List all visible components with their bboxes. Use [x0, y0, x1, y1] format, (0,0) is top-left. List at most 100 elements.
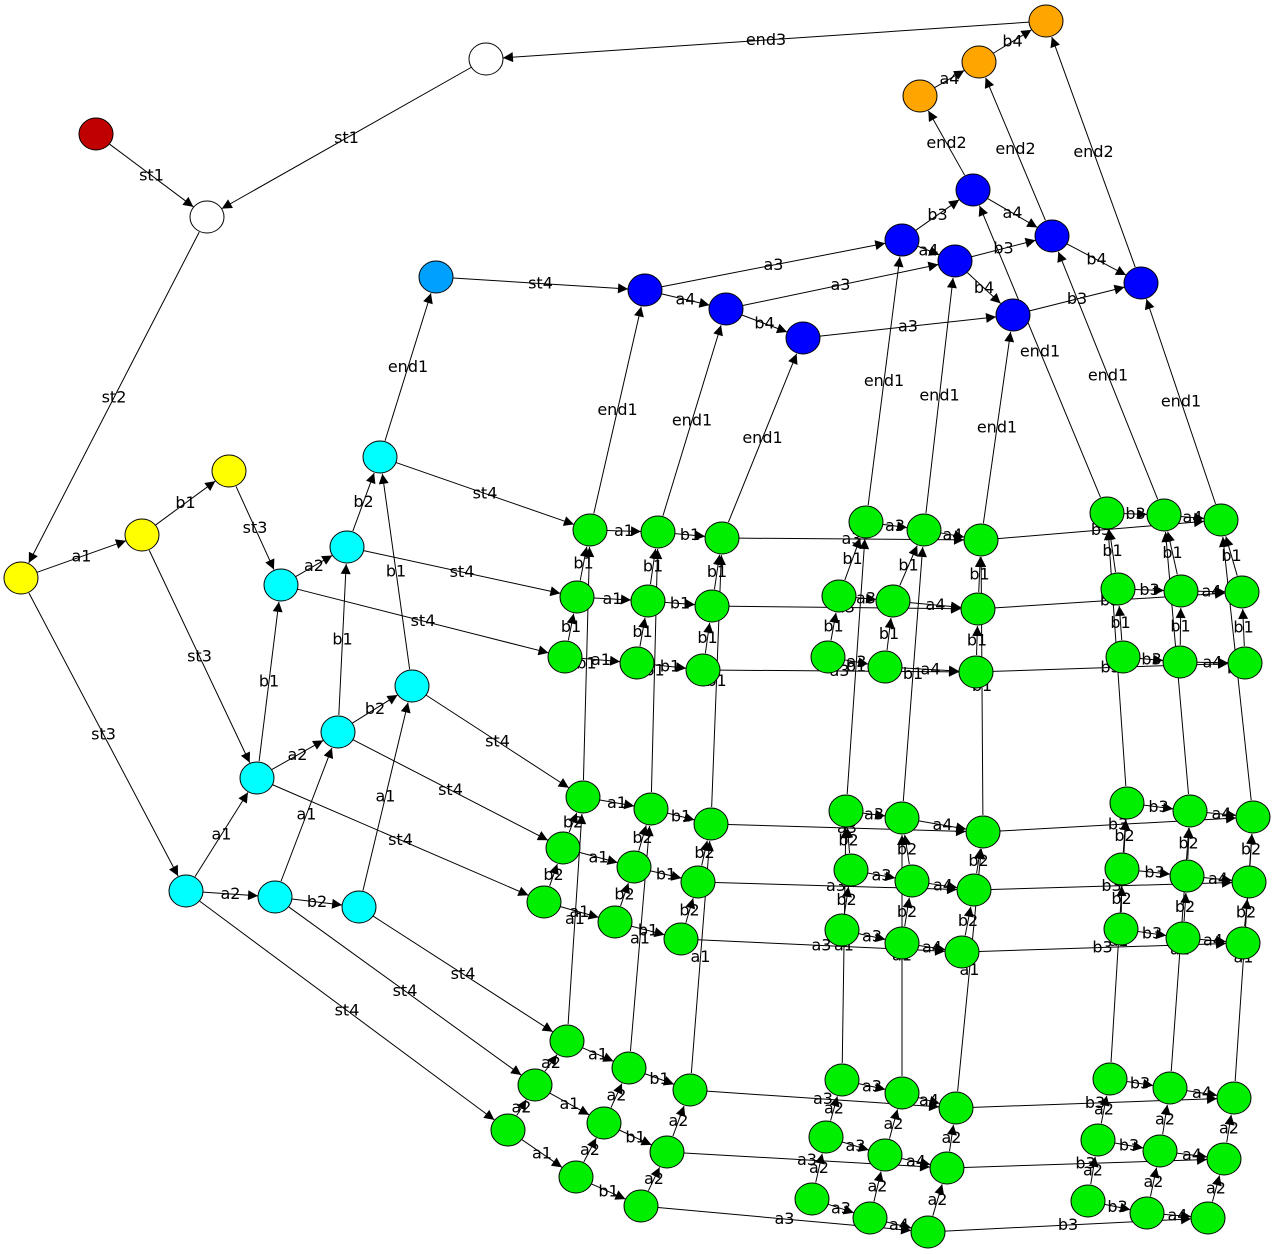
state-node-g51 [944, 935, 980, 969]
lattice-edge-label: a1 [589, 848, 609, 867]
lattice-edge-label: b1 [1170, 617, 1190, 636]
main-edge-b2-b3 [741, 314, 788, 334]
main-edge-label: b4 [1086, 250, 1106, 269]
state-node-g12 [694, 589, 730, 623]
lattice-edge-label: b3 [1139, 580, 1159, 599]
lattice-edge-label: a2 [928, 1190, 948, 1209]
lattice-edge-g61-g62 [1126, 1079, 1154, 1089]
lattice-edge-label: b2 [1114, 826, 1134, 845]
state-node-g75 [623, 1189, 659, 1223]
main-edge-label: end2 [1073, 142, 1113, 161]
state-node-b4 [884, 223, 920, 257]
lattice-edge-g7-g8 [1123, 509, 1148, 520]
lattice-edge-g29-g30 [667, 812, 695, 823]
state-node-g40 [833, 853, 869, 887]
lattice-edge-label: a4 [919, 1091, 939, 1110]
state-node-g69 [929, 1151, 965, 1185]
lattice-edge-g52-g53 [1137, 929, 1167, 940]
lattice-edge-label: b3 [1075, 1154, 1095, 1173]
state-node-g64 [517, 1068, 553, 1102]
main-edge-label: a4 [1003, 203, 1023, 222]
lattice-edge-label: b1 [660, 657, 680, 676]
lattice-edge-label: b2 [679, 901, 699, 920]
lattice-edge-label: b3 [1144, 863, 1164, 882]
lattice-edge-label: b1 [680, 525, 700, 544]
lattice-edge-label: a2 [1206, 1179, 1226, 1198]
lattice-edge-g80-g81 [1163, 1210, 1192, 1221]
lattice-edge-g13-g4 [844, 537, 862, 581]
state-node-g67 [808, 1120, 844, 1154]
main-edge-b9-o3 [1050, 36, 1136, 268]
state-node-g13 [821, 579, 857, 613]
lattice-edge-label: a4 [921, 660, 941, 679]
lattice-edge-g13-g14 [855, 593, 877, 604]
main-edge-o3-w2 [502, 21, 1030, 63]
lattice-edge-g1-g2 [606, 526, 642, 537]
state-node-g20 [619, 646, 655, 680]
main-edge-c4-g46 [272, 784, 529, 896]
main-edge-label: b3 [1067, 289, 1087, 308]
main-edge-label: a4 [919, 241, 939, 260]
lattice-edge-g53-g54 [1199, 935, 1227, 946]
state-node-g59 [884, 1076, 920, 1110]
state-node-g41 [894, 864, 930, 898]
lattice-edge-g64-g65 [549, 1092, 590, 1116]
lattice-edge-label: b1 [697, 628, 717, 647]
state-node-g3 [704, 521, 740, 555]
main-edge-g9-b9 [1144, 298, 1217, 505]
main-edge-c7-g73 [199, 900, 495, 1121]
lattice-edge-label: a2 [1083, 1161, 1103, 1180]
main-edge-b3-b7 [819, 312, 997, 337]
main-edge-label: a3 [764, 255, 784, 274]
lattice-edge-label: b2 [1175, 897, 1195, 916]
lattice-edge-g71-g62 [1160, 1104, 1171, 1135]
main-edge-label: end1 [597, 400, 637, 419]
state-node-g4 [848, 505, 884, 539]
lattice-edge-label: b2 [563, 813, 583, 832]
main-edge-b4-b6 [915, 199, 960, 231]
state-node-b3 [785, 321, 821, 355]
main-edge-label: b1 [175, 493, 195, 512]
main-edge-start-w1 [109, 143, 194, 208]
lattice-edge-label: a2 [1155, 1110, 1175, 1129]
main-edge-c6-c1 [378, 473, 411, 670]
state-node-g31 [828, 794, 864, 828]
lattice-edge-label: a2 [868, 1177, 888, 1196]
state-node-g50 [884, 926, 920, 960]
lattice-edge-label: b3 [1142, 924, 1162, 943]
state-node-b8 [1034, 219, 1070, 253]
lattice-edge-g14-g5 [899, 545, 918, 586]
lattice-edge-label: b1 [898, 556, 918, 575]
state-node-g76 [794, 1182, 830, 1216]
main-edge-w1-y1 [28, 231, 200, 564]
main-edge-label: st2 [102, 388, 127, 407]
lattice-edge-g23-g14 [884, 617, 895, 651]
lattice-edge-g34-g35 [1143, 802, 1174, 813]
lattice-edge-label: a2 [512, 1098, 532, 1117]
lattice-edge-g66-g57 [672, 1105, 686, 1137]
lattice-edge-g77-g78 [886, 1220, 912, 1231]
lattice-edge-label: b2 [632, 828, 652, 847]
main-edge-g7-b6 [978, 205, 1101, 498]
state-node-start [78, 117, 114, 151]
lattice-edge-label: b3 [1130, 1074, 1150, 1093]
state-node-g25 [1105, 640, 1141, 674]
state-node-g32 [884, 801, 920, 835]
state-node-o1 [902, 79, 938, 113]
lattice-edge-label: b2 [1241, 840, 1261, 859]
state-node-g36 [1235, 800, 1271, 834]
lattice-edge-g32-g5 [902, 546, 927, 802]
lattice-edge-label: a1 [570, 902, 590, 921]
main-edge-g1-b1 [593, 306, 644, 514]
main-edge-g2-b2 [662, 325, 723, 516]
main-edge-label: end2 [995, 139, 1035, 158]
main-edge-label: end1 [1020, 342, 1060, 361]
lattice-edge-label: b2 [1111, 889, 1131, 908]
main-edge-c3-c1 [352, 472, 376, 532]
lattice-edge-label: a4 [1192, 1083, 1212, 1102]
main-edge-b4-b5 [917, 245, 940, 256]
state-node-g16 [1100, 572, 1136, 606]
state-node-c6 [394, 669, 430, 703]
lattice-edge-label: a4 [922, 938, 942, 957]
